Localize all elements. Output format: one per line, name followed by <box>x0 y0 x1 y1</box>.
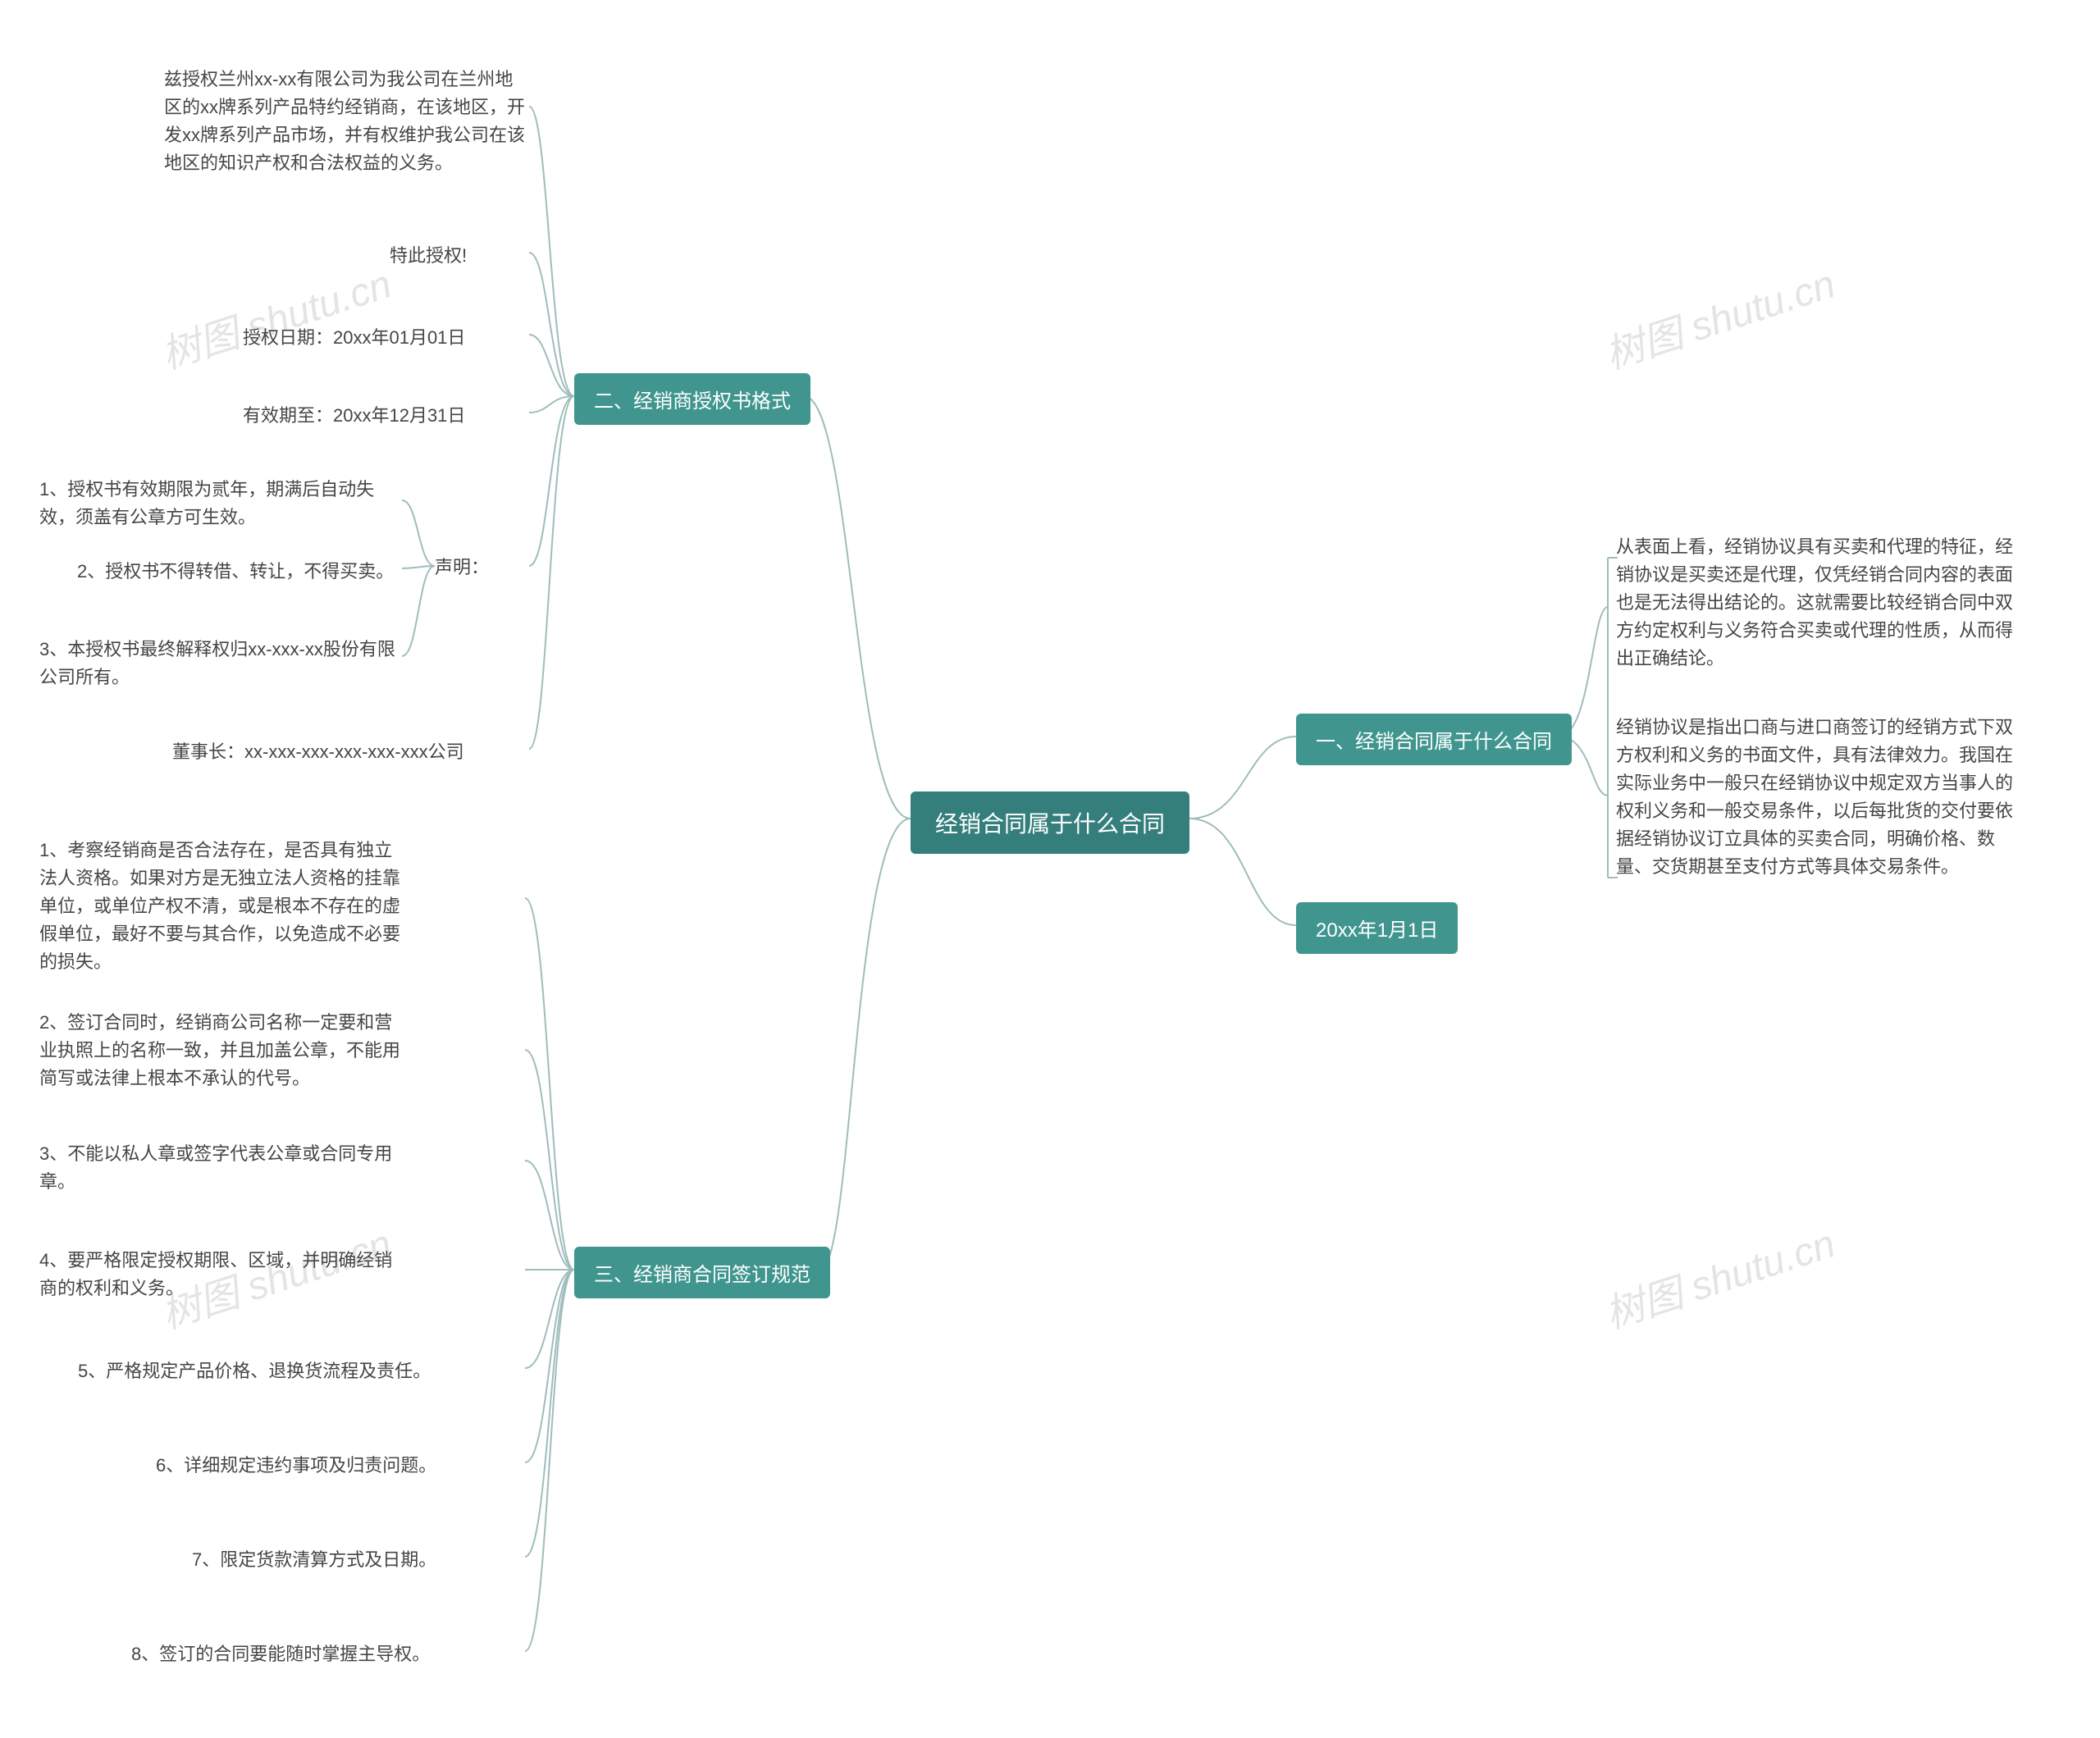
leaf-l1-5: 董事长：xx-xxx-xxx-xxx-xxx-xxx公司 <box>172 738 533 766</box>
watermark: 树图 shutu.cn <box>1596 1211 1841 1339</box>
leaf-l2-2: 3、不能以私人章或签字代表公章或合同专用章。 <box>39 1140 400 1196</box>
leaf-l2-4: 5、严格规定产品价格、退换货流程及责任。 <box>78 1357 439 1385</box>
branch-l1[interactable]: 二、经销商授权书格式 <box>574 373 810 425</box>
leaf-r1-0: 从表面上看，经销协议具有买卖和代理的特征，经销协议是买卖还是代理，仅凭经销合同内… <box>1616 533 2018 673</box>
leaf-l2-0: 1、考察经销商是否合法存在，是否具有独立法人资格。如果对方是无独立法人资格的挂靠… <box>39 837 400 976</box>
leaf-l1-0: 兹授权兰州xx-xx有限公司为我公司在兰州地区的xx牌系列产品特约经销商，在该地… <box>164 66 525 177</box>
watermark: 树图 shutu.cn <box>1596 252 1841 380</box>
leaf-l1-4-sub0: 1、授权书有效期限为贰年，期满后自动失效，须盖有公章方可生效。 <box>39 476 400 531</box>
leaf-l2-1: 2、签订合同时，经销商公司名称一定要和营业执照上的名称一致，并且加盖公章，不能用… <box>39 1009 400 1093</box>
leaf-l1-4-sub2: 3、本授权书最终解释权归xx-xxx-xx股份有限公司所有。 <box>39 636 400 691</box>
leaf-l1-4: 声明： <box>435 554 533 582</box>
leaf-l2-5: 6、详细规定违约事项及归责问题。 <box>156 1452 517 1480</box>
watermark: 树图 shutu.cn <box>153 252 397 380</box>
leaf-l2-6: 7、限定货款清算方式及日期。 <box>192 1546 553 1574</box>
leaf-l1-1: 特此授权! <box>390 242 554 270</box>
leaf-l1-4-sub1: 2、授权书不得转借、转让，不得买卖。 <box>77 558 405 586</box>
root-node[interactable]: 经销合同属于什么合同 <box>911 791 1189 854</box>
leaf-l2-7: 8、签订的合同要能随时掌握主导权。 <box>131 1640 492 1668</box>
leaf-l1-2: 授权日期：20xx年01月01日 <box>243 324 530 352</box>
leaf-r1-1: 经销协议是指出口商与进口商签订的经销方式下双方权利和义务的书面文件，具有法律效力… <box>1616 714 2018 882</box>
leaf-l2-3: 4、要严格限定授权期限、区域，并明确经销商的权利和义务。 <box>39 1247 400 1302</box>
branch-r1[interactable]: 一、经销合同属于什么合同 <box>1296 714 1572 765</box>
mindmap-canvas: 树图 shutu.cn 树图 shutu.cn 树图 shutu.cn 树图 s… <box>0 0 2100 1738</box>
branch-l2[interactable]: 三、经销商合同签订规范 <box>574 1247 830 1298</box>
leaf-l1-3: 有效期至：20xx年12月31日 <box>243 402 530 430</box>
branch-r2[interactable]: 20xx年1月1日 <box>1296 902 1458 954</box>
